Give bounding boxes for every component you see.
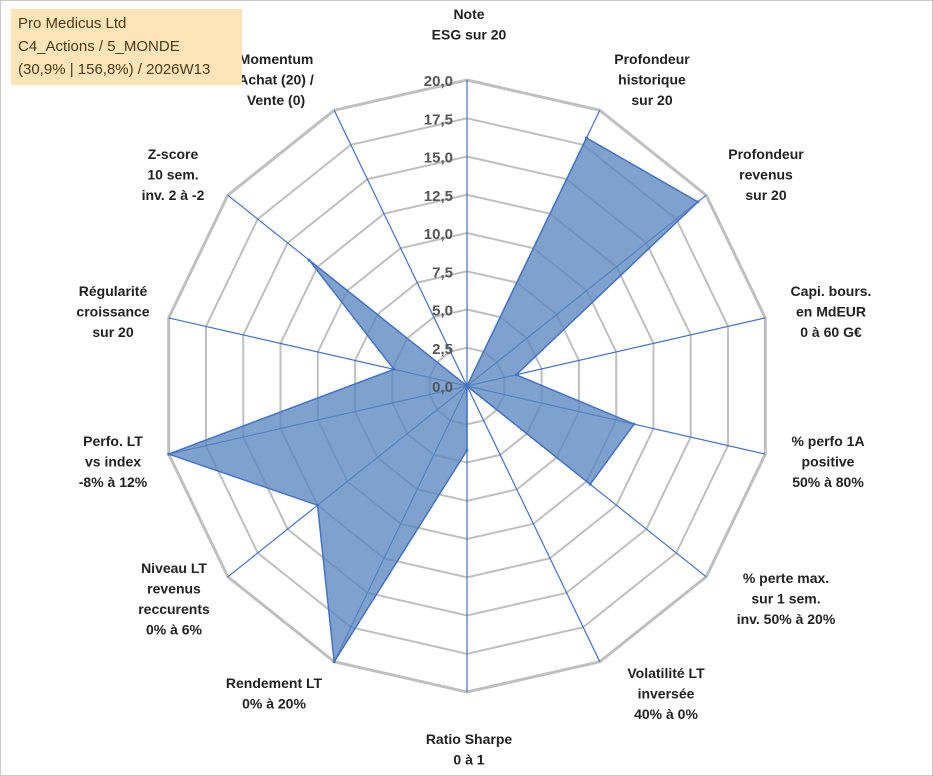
axis-label: Ratio Sharpe 0 à 1 [426, 731, 513, 768]
axis-label: Profondeur historique sur 20 [614, 51, 690, 108]
axis-label: Perfo. LT vs index -8% à 12% [79, 433, 148, 490]
axis-label: Régularité croissance sur 20 [76, 283, 149, 340]
axis-spoke [333, 110, 468, 387]
axis-label: Z-score 10 sem. inv. 2 à -2 [142, 146, 205, 203]
axis-label: Rendement LT 0% à 20% [226, 675, 323, 712]
axis-label: % perfo 1A positive 50% à 80% [791, 433, 864, 490]
axis-label: Capi. bours. en MdEUR 0 à 60 G€ [791, 283, 872, 340]
data-point [316, 503, 319, 507]
axis-label: Note ESG sur 20 [432, 6, 507, 43]
data-point [585, 136, 588, 140]
info-box: Pro Medicus Ltd C4_Actions / 5_MONDE (30… [11, 9, 242, 85]
series-area [167, 137, 699, 663]
data-point [588, 482, 592, 486]
tick-label: 12,5 [424, 188, 453, 205]
data-point [167, 452, 171, 456]
data-point [392, 367, 396, 371]
data-point [465, 448, 469, 452]
axis-label: % perte max. sur 1 sem. inv. 50% à 20% [737, 570, 836, 627]
axis-label: Volatilité LT inversée 40% à 0% [627, 665, 705, 722]
axis-labels: Note ESG sur 20 Profondeur historique sur 20… [76, 6, 871, 768]
data-point [465, 384, 469, 388]
tick-label: 20,0 [424, 73, 453, 90]
tick-label: 2,5 [432, 341, 453, 358]
data-point [332, 660, 336, 664]
data-point [307, 258, 311, 262]
tick-label: 10,0 [424, 226, 453, 243]
tick-label: 5,0 [432, 303, 453, 320]
tick-label: 0,0 [432, 379, 453, 396]
tick-label: 17,5 [424, 111, 453, 128]
axis-spoke [466, 385, 601, 662]
tick-label: 7,5 [432, 264, 453, 281]
data-point [696, 200, 700, 204]
category-label: C4_Actions / 5_MONDE [18, 38, 180, 55]
axis-label: Momentum Achat (20) / Vente (0) [238, 51, 314, 108]
tick-label: 15,0 [424, 150, 453, 167]
data-point [514, 373, 518, 377]
axis-label: Niveau LT revenus reccurents 0% à 6% [138, 560, 210, 638]
data-point [632, 422, 636, 426]
axis-label: Profondeur revenus sur 20 [728, 146, 804, 203]
performance-stats: (30,9% | 156,8%) / 2026W13 [18, 61, 211, 78]
company-name: Pro Medicus Ltd [18, 15, 127, 32]
radar-series [167, 136, 700, 664]
radial-tick-labels: 0,0 2,5 5,0 7,5 10,0 12,5 15,0 17,5 20,0 [424, 73, 453, 396]
